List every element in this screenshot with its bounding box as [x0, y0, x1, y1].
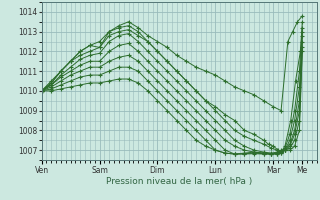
X-axis label: Pression niveau de la mer( hPa ): Pression niveau de la mer( hPa ): [106, 177, 252, 186]
